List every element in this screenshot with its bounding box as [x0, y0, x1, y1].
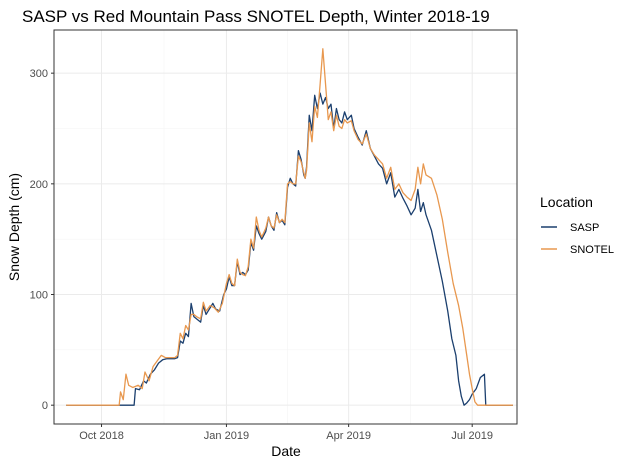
y-tick-label: 200 — [30, 179, 48, 191]
x-axis: Oct 2018 Jan 2019 Apr 2019 Jul 2019 — [79, 424, 493, 442]
chart-title: SASP vs Red Mountain Pass SNOTEL Depth, … — [22, 7, 490, 26]
legend-label-sasp: SASP — [570, 222, 599, 234]
legend-label-snotel: SNOTEL — [570, 244, 614, 256]
x-tick-label: Jul 2019 — [451, 430, 493, 442]
x-axis-title: Date — [271, 443, 301, 459]
legend-title: Location — [540, 194, 593, 210]
x-tick-label: Jan 2019 — [204, 430, 249, 442]
series-line-sasp — [66, 92, 513, 406]
x-tick-label: Apr 2019 — [326, 430, 371, 442]
legend-items: SASP SNOTEL — [541, 222, 614, 256]
plot-panel — [53, 29, 518, 425]
y-tick-label: 300 — [30, 68, 48, 80]
y-axis-title: Snow Depth (cm) — [6, 173, 22, 281]
panel-border — [53, 29, 518, 425]
y-tick-label: 100 — [30, 290, 48, 302]
panel-background — [54, 30, 517, 424]
x-tick-label: Oct 2018 — [79, 430, 124, 442]
y-axis: 0 100 200 300 — [30, 68, 54, 412]
minor-grid — [54, 30, 517, 424]
y-tick-label: 0 — [42, 400, 48, 412]
series-lines — [66, 48, 513, 406]
series-line-snotel — [66, 48, 513, 406]
legend: Location SASP SNOTEL — [540, 194, 614, 256]
